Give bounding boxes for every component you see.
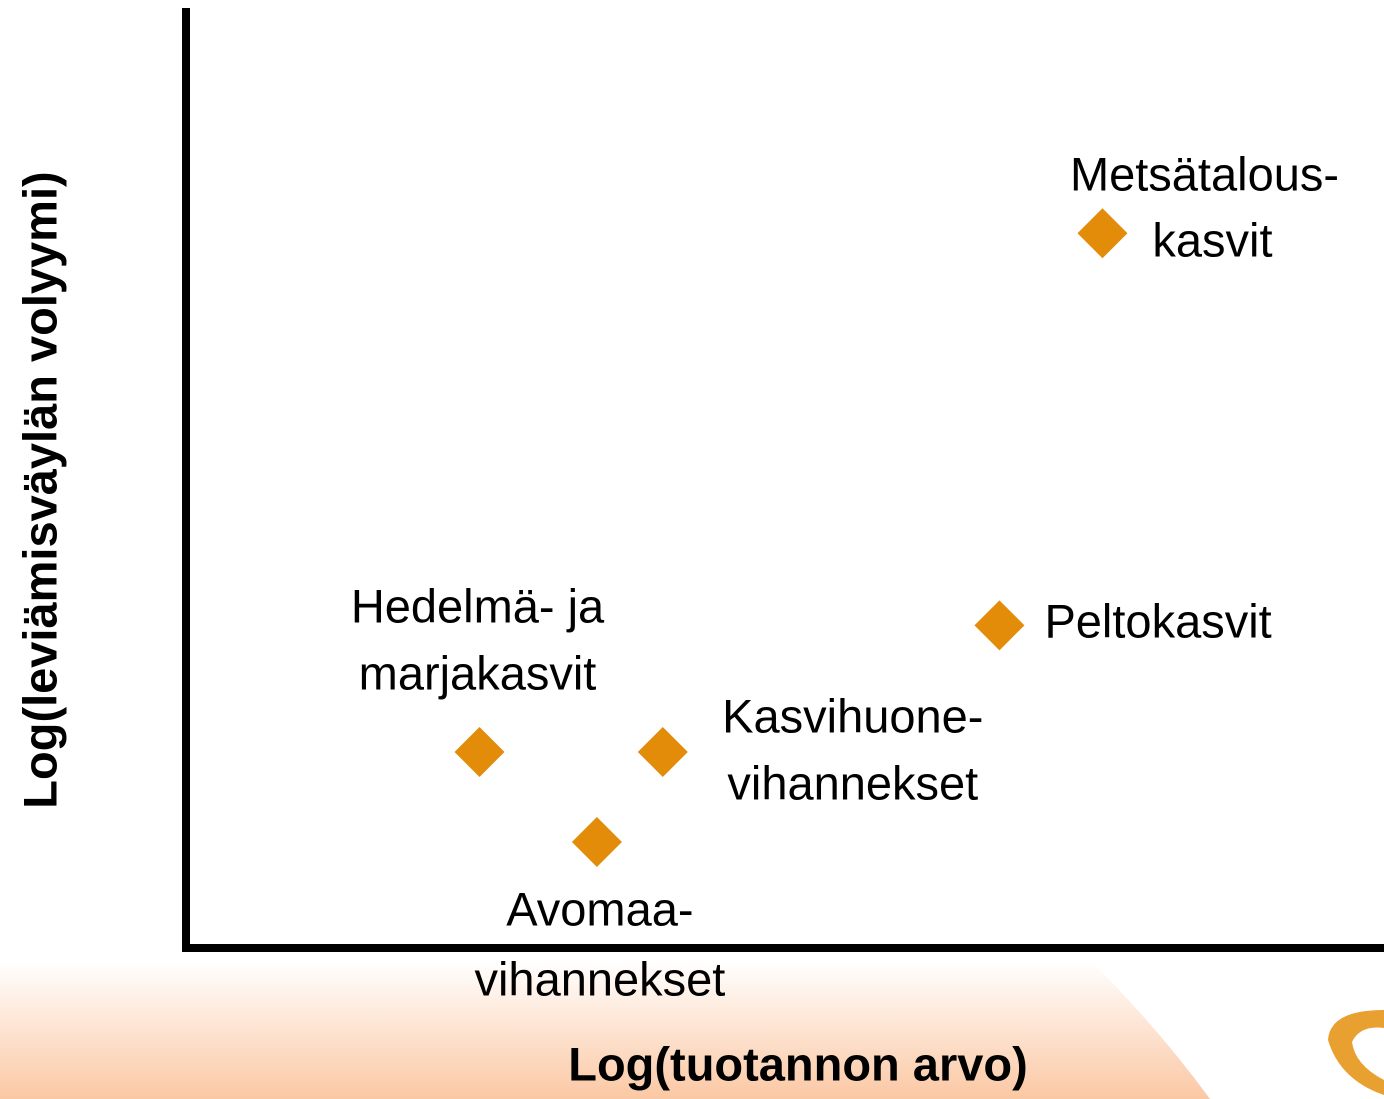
point <box>1077 208 1128 259</box>
x-axis-label: Log(tuotannon arvo) <box>568 1037 1027 1090</box>
y-axis-label: Log(leviämisväylän volyymi) <box>13 171 66 808</box>
point-label: vihannekset <box>727 756 978 809</box>
point <box>637 726 688 777</box>
point-label: Kasvihuone- <box>722 689 983 742</box>
point <box>974 600 1025 651</box>
logo <box>1328 1010 1384 1095</box>
point-label: marjakasvit <box>359 646 597 699</box>
point <box>571 817 622 868</box>
point <box>454 726 505 777</box>
point-label: Peltokasvit <box>1044 595 1271 648</box>
point-label: Avomaa- <box>506 882 693 935</box>
footer-curve <box>1090 960 1384 1099</box>
point-label: kasvit <box>1152 214 1272 267</box>
point-label: vihannekset <box>474 952 725 1005</box>
point-label: Metsätalous- <box>1070 148 1339 201</box>
point-label: Hedelmä- ja <box>351 579 605 632</box>
